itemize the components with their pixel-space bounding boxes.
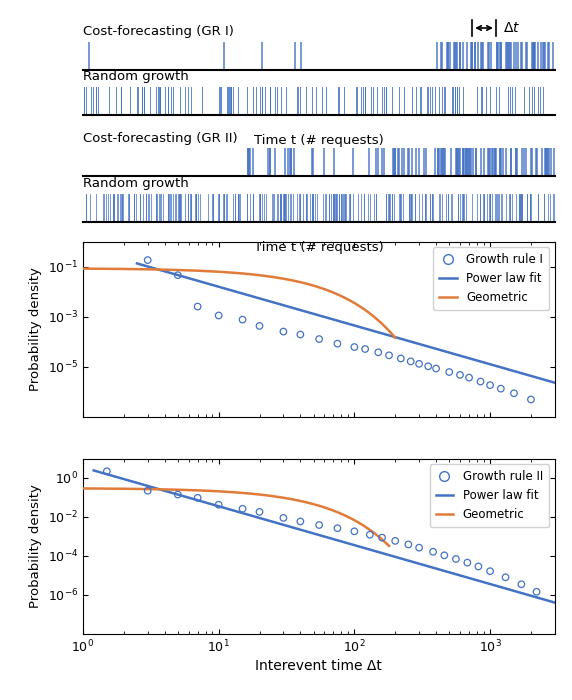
Point (431, 363, 440, 374)
Point (374, 346, 383, 358)
Point (444, 366, 454, 377)
Point (102, 466, 112, 477)
Point (214, 499, 223, 510)
Point (296, 516, 305, 527)
Point (406, 356, 415, 367)
Point (474, 561, 483, 572)
Point (279, 512, 288, 524)
Point (238, 503, 247, 514)
Point (532, 586, 541, 597)
Point (143, 255, 152, 266)
Point (486, 379, 495, 391)
Point (476, 376, 485, 387)
Point (455, 370, 464, 381)
Point (350, 526, 359, 537)
Point (526, 394, 535, 405)
Text: Time t (# requests): Time t (# requests) (254, 241, 384, 255)
Point (296, 329, 305, 340)
Point (463, 557, 472, 568)
Point (143, 485, 152, 496)
Point (193, 301, 202, 312)
Point (193, 492, 202, 503)
Point (333, 523, 342, 534)
Text: Cost-forecasting (GR II): Cost-forecasting (GR II) (83, 132, 237, 145)
Point (315, 519, 324, 531)
Legend: Growth rule I, Power law fit, Geometric: Growth rule I, Power law fit, Geometric (433, 247, 549, 310)
Point (350, 342, 359, 353)
Text: $\Delta t$: $\Delta t$ (503, 21, 521, 35)
X-axis label: Interevent time Δt: Interevent time Δt (256, 659, 382, 673)
Y-axis label: Probability density: Probability density (29, 484, 42, 608)
Point (415, 542, 424, 553)
Point (464, 372, 474, 383)
Point (366, 529, 375, 540)
Text: Time t (# requests): Time t (# requests) (254, 134, 384, 148)
Point (404, 539, 413, 550)
Point (496, 383, 506, 394)
Point (315, 333, 324, 344)
Point (428, 546, 438, 557)
Point (173, 270, 182, 281)
Point (415, 358, 424, 370)
Point (486, 566, 495, 577)
Point (391, 536, 400, 547)
Point (501, 572, 510, 583)
Point (424, 360, 433, 372)
Point (255, 321, 264, 332)
Point (255, 506, 264, 517)
Point (238, 314, 247, 326)
Point (378, 532, 387, 543)
Point (396, 353, 406, 364)
Point (173, 489, 182, 500)
Point (510, 388, 519, 399)
Point (440, 550, 449, 561)
Legend: Growth rule II, Power law fit, Geometric: Growth rule II, Power law fit, Geometric (430, 464, 549, 527)
Point (451, 554, 460, 565)
Point (360, 344, 370, 355)
Y-axis label: Probability density: Probability density (29, 267, 42, 391)
Text: Random growth: Random growth (83, 70, 189, 83)
Point (517, 579, 526, 590)
Point (333, 338, 342, 349)
Text: Cost-forecasting (GR I): Cost-forecasting (GR I) (83, 25, 234, 38)
Point (384, 350, 394, 361)
Text: Random growth: Random growth (83, 177, 189, 190)
Point (214, 310, 223, 321)
Point (279, 326, 288, 337)
